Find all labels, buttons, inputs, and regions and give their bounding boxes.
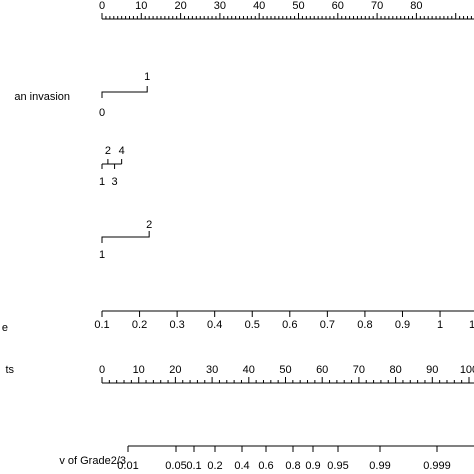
probability-axis-tick-label: 0.1 bbox=[186, 460, 201, 472]
fraction-axis-tick-label: 0.1 bbox=[94, 319, 109, 331]
total-points-tick-label: 0 bbox=[99, 364, 105, 376]
invasion-level-label: 0 bbox=[99, 107, 105, 119]
probability-axis-tick-label: 0.4 bbox=[234, 460, 249, 472]
invasion-level-label: 1 bbox=[144, 71, 150, 83]
points-axis-tick-label: 30 bbox=[214, 0, 226, 12]
probability-axis-tick-label: 0.2 bbox=[207, 460, 222, 472]
total-points-tick-label: 50 bbox=[279, 364, 291, 376]
points-axis-tick-label: 70 bbox=[371, 0, 383, 12]
probability-axis-tick-label: 0.01 bbox=[117, 460, 138, 472]
points-axis-tick-label: 0 bbox=[99, 0, 105, 12]
total-points-tick-label: 40 bbox=[243, 364, 255, 376]
fraction-axis-tick-label: 0.2 bbox=[132, 319, 147, 331]
points-axis-tick-label: 10 bbox=[135, 0, 147, 12]
grade-variable-level-label: 1 bbox=[99, 176, 105, 188]
fraction-axis-tick-label: 0.4 bbox=[207, 319, 222, 331]
fraction-axis-tick-label: 0.9 bbox=[395, 319, 410, 331]
probability-axis-tick-label: 0.95 bbox=[327, 460, 348, 472]
fraction-axis-tick-label: 0.6 bbox=[282, 319, 297, 331]
binary-variable-level-label: 1 bbox=[99, 249, 105, 261]
total-points-tick-label: 20 bbox=[169, 364, 181, 376]
fraction-axis-tick-label: 0.8 bbox=[357, 319, 372, 331]
probability-axis-tick-label: 0.999 bbox=[423, 460, 451, 472]
variable-label-invasion: an invasion bbox=[14, 91, 70, 103]
total-points-tick-label: 30 bbox=[206, 364, 218, 376]
grade-variable-level-label: 4 bbox=[119, 145, 125, 157]
total-points-tick-label: 60 bbox=[316, 364, 328, 376]
fraction-axis-tick-label: 1 bbox=[437, 319, 443, 331]
probability-axis-tick-label: 0.05 bbox=[165, 460, 186, 472]
binary-variable-level-label: 2 bbox=[146, 219, 152, 231]
points-axis-tick-label: 20 bbox=[174, 0, 186, 12]
total-points-tick-label: 80 bbox=[389, 364, 401, 376]
total-points-tick-label: 70 bbox=[353, 364, 365, 376]
grade-variable-level-label: 3 bbox=[112, 176, 118, 188]
total-points-tick-label: 100 bbox=[460, 364, 474, 376]
probability-axis-tick-label: 0.9 bbox=[305, 460, 320, 472]
fraction-axis-tick-label: 1 bbox=[469, 319, 474, 331]
probability-axis-tick-label: 0.8 bbox=[285, 460, 300, 472]
points-axis-tick-label: 60 bbox=[332, 0, 344, 12]
variable-label-e: e bbox=[2, 322, 8, 334]
binary-variable-scale-line bbox=[101, 231, 150, 243]
points-axis-tick-label: 50 bbox=[292, 0, 304, 12]
total-points-tick-label: 90 bbox=[426, 364, 438, 376]
grade-variable-level-label: 2 bbox=[105, 145, 111, 157]
fraction-axis-tick-label: 0.3 bbox=[169, 319, 184, 331]
variable-label-probability: v of Grade2/3 bbox=[59, 455, 126, 467]
points-axis-tick-label: 40 bbox=[253, 0, 265, 12]
fraction-axis-tick-label: 0.7 bbox=[320, 319, 335, 331]
total-points-tick-label: 10 bbox=[133, 364, 145, 376]
probability-axis-tick-label: 0.6 bbox=[258, 460, 273, 472]
fraction-axis-tick-label: 0.5 bbox=[245, 319, 260, 331]
invasion-scale-line bbox=[101, 86, 148, 98]
probability-axis-tick-label: 0.99 bbox=[369, 460, 390, 472]
variable-label-total-points: ts bbox=[5, 364, 14, 376]
points-axis-tick-label: 80 bbox=[410, 0, 422, 12]
